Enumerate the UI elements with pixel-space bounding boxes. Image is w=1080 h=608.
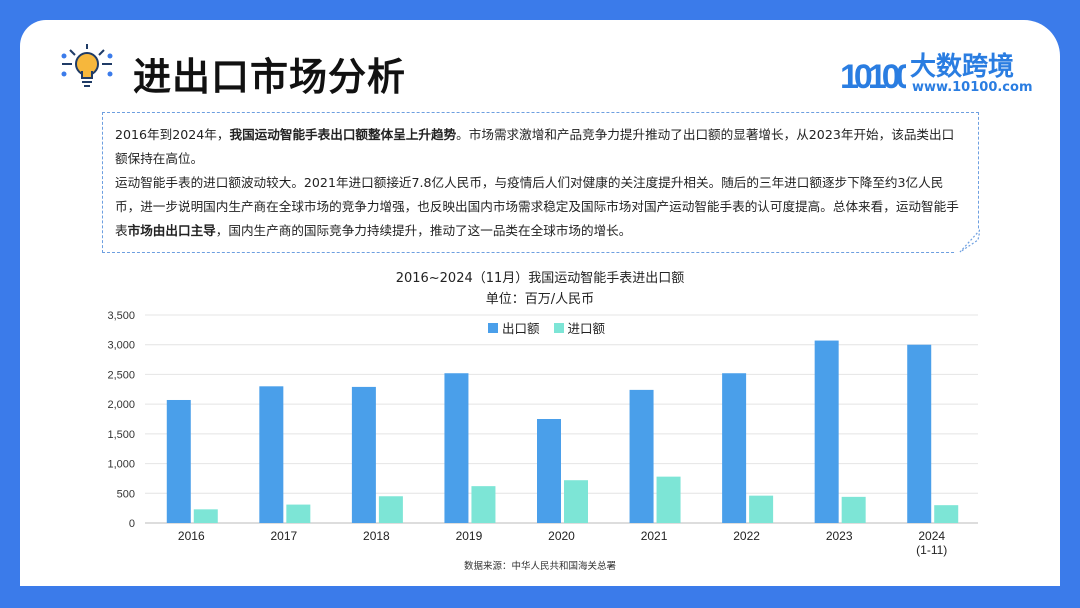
- bar-export: [814, 340, 839, 523]
- legend-swatch-import: [553, 322, 564, 333]
- bar-export: [259, 386, 284, 523]
- x-tick-label: 2024: [918, 529, 945, 543]
- bar-export: [907, 344, 932, 523]
- bar-import: [471, 486, 496, 523]
- data-source: 数据来源：中华人民共和国海关总署: [463, 561, 616, 572]
- legend-swatch-export: [488, 322, 498, 333]
- legend-item-import: 进口额: [553, 318, 606, 337]
- bar-import: [934, 505, 959, 523]
- y-tick-label: 3,500: [107, 310, 135, 322]
- x-tick-label: 2019: [456, 529, 483, 543]
- brand-logo[interactable]: 10100 大数跨境 www.10100.com: [838, 46, 1038, 102]
- legend-label-export: 出口额: [502, 321, 540, 336]
- y-tick-label: 500: [117, 488, 135, 500]
- bar-import: [286, 504, 311, 523]
- summary-box: 2016年到2024年，我国运动智能手表出口额整体呈上升趋势。市场需求激增和产品…: [102, 112, 980, 254]
- lightbulb-idea-icon: [61, 44, 113, 87]
- x-tick-label: 2016: [178, 529, 205, 543]
- y-tick-label: 3,000: [107, 340, 135, 352]
- bar-export: [166, 399, 191, 523]
- x-tick-label: 2020: [548, 529, 575, 543]
- page-title: 进出口市场分析: [133, 55, 407, 99]
- y-tick-label: 2,500: [107, 369, 135, 381]
- bar-chart: 0 500 1,000 1,500 2,000 2,500 3,000 3,500 2016 20…: [107, 310, 978, 557]
- chart-legend: 出口额 进口额: [488, 318, 605, 337]
- brand-url[interactable]: www.10100.com: [912, 80, 1033, 95]
- bar-export: [722, 373, 747, 523]
- summary-paragraph-2: 运动智能手表的进口额波动较大。2021年进口额接近7.8亿人民币，与疫情后人们对…: [115, 175, 959, 238]
- y-tick-label: 2,000: [107, 399, 135, 411]
- x-tick-label: 2023: [826, 529, 853, 543]
- legend-item-export: 出口额: [488, 318, 540, 337]
- summary-paragraph-1: 2016年到2024年，我国运动智能手表出口额整体呈上升趋势。市场需求激增和产品…: [115, 127, 955, 166]
- x-tick-label: 2022: [733, 529, 760, 543]
- x-tick-label: 2017: [270, 529, 297, 543]
- y-tick-label: 0: [129, 518, 135, 530]
- chart-subtitle: 单位：百万/人民币: [485, 292, 595, 307]
- bar-export: [444, 373, 469, 523]
- bar-import: [841, 496, 866, 523]
- x-tick-label: (1-11): [916, 543, 947, 557]
- bar-import: [564, 480, 588, 523]
- brand-name: 大数跨境: [910, 52, 1015, 82]
- bar-import: [193, 509, 218, 523]
- legend-label-import: 进口额: [567, 321, 606, 336]
- bar-export: [351, 386, 376, 523]
- bar-import: [656, 476, 681, 523]
- bar-export: [629, 389, 654, 523]
- bar-import: [378, 496, 403, 523]
- page-fold-corner: [954, 228, 980, 254]
- bar-import: [749, 495, 774, 523]
- chart-title: 2016~2024（11月）我国运动智能手表进出口额: [395, 271, 685, 286]
- y-tick-label: 1,000: [107, 459, 135, 471]
- brand-logo-mark: 10100: [840, 58, 906, 96]
- x-tick-label: 2018: [363, 529, 390, 543]
- svg-text:10100: 10100: [840, 58, 906, 96]
- y-tick-label: 1,500: [107, 429, 135, 441]
- x-tick-label: 2021: [641, 529, 668, 543]
- bar-export: [537, 419, 561, 523]
